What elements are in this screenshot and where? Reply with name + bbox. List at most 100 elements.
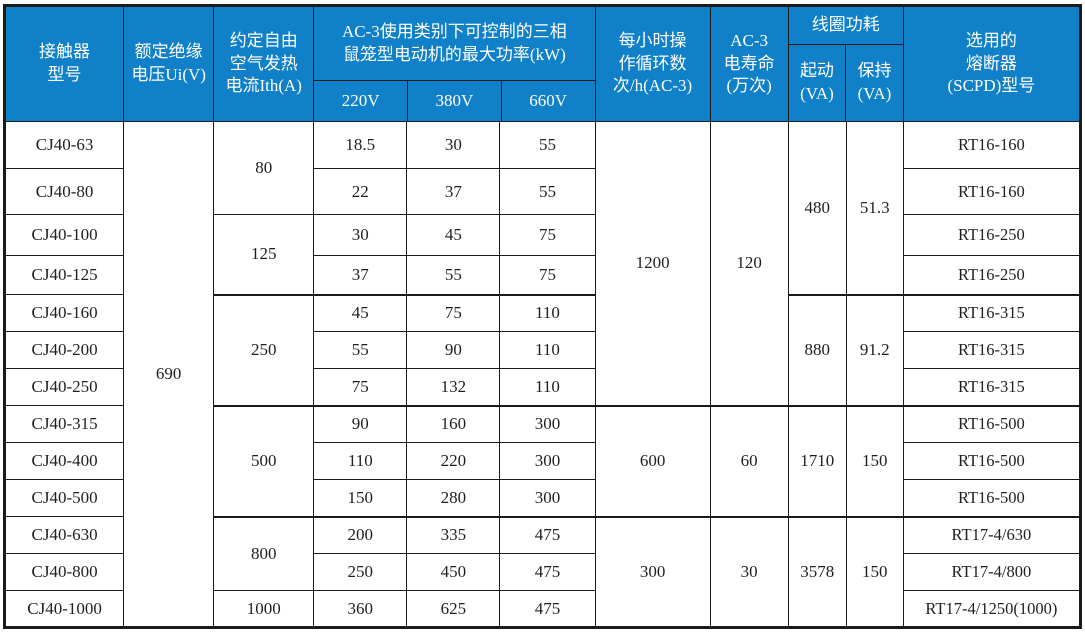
power-660-cell: 55 [499, 121, 596, 169]
power-380-cell: 37 [406, 168, 501, 215]
power-220-cell: 75 [313, 368, 408, 406]
table-row: CJ40-100 125 30 45 75 RT16-250 [3, 214, 1082, 295]
power-660-cell: 75 [499, 214, 596, 256]
model-cell: CJ40-1000 [3, 590, 125, 628]
fuse-cell: RT16-250 [902, 255, 1082, 295]
life-cell: 60 [709, 404, 789, 517]
power-660-cell: 300 [499, 442, 596, 480]
table-row: CJ40-1000 1000 360 625 475 RT17-4/1250(1… [3, 590, 1082, 628]
header-cycles-line: 次/h(AC-3) [612, 76, 693, 96]
header-model-line: 接触器 [39, 42, 91, 62]
power-660-cell: 475 [499, 553, 596, 591]
power-380-cell: 90 [406, 331, 501, 369]
coil-group-title: 线圈功耗 [789, 7, 903, 45]
table-row: CJ40-160 250 45 75 110 880 91.2 RT16-315 [3, 293, 1082, 406]
ith-cell: 1000 [213, 590, 315, 628]
header-thermal-line: 约定自由 [229, 30, 298, 50]
model-cell: CJ40-250 [3, 368, 125, 406]
model-cell: CJ40-100 [3, 214, 125, 256]
fuse-cell: RT16-250 [902, 214, 1082, 256]
ith-cell: 80 [213, 121, 315, 215]
coil-hold-line: (VA) [857, 84, 892, 103]
coil-start-cell: 880 [787, 293, 847, 406]
model-cell: CJ40-160 [3, 294, 125, 332]
table-row: CJ40-315 500 90 160 300 600 60 1710 150 … [3, 404, 1082, 517]
fuse-cell: RT16-315 [902, 293, 1082, 332]
power-220-cell: 30 [313, 214, 408, 256]
header-fuse-line: 熔断器 [965, 53, 1017, 73]
ith-cell: 500 [213, 404, 315, 517]
life-cell: 120 [709, 121, 789, 406]
table-row: CJ40-630 800 200 335 475 300 30 3578 150… [3, 515, 1082, 628]
model-cell: CJ40-315 [3, 405, 125, 443]
ith-cell: 250 [213, 293, 315, 406]
fuse-cell: RT16-500 [902, 479, 1082, 517]
table-row: CJ40-63 690 80 18.5 30 55 1200 120 480 5… [3, 121, 1082, 628]
header-insulation-voltage: 额定绝缘 电压Ui(V) [123, 5, 215, 122]
header-insulation-line: 电压Ui(V) [131, 65, 206, 84]
coil-start-line: 起动 [799, 61, 834, 81]
power-660-cell: 110 [499, 293, 596, 332]
header-model-line: 型号 [47, 65, 82, 84]
fuse-cell: RT17-4/1250(1000) [902, 590, 1082, 628]
life-cell: 30 [709, 515, 789, 628]
header-fuse: 选用的 熔断器 (SCPD)型号 [902, 5, 1082, 122]
coil-group-wrap: 线圈功耗 起动 (VA) 保持 (VA) [789, 7, 903, 121]
power-380-cell: 220 [406, 442, 501, 480]
power-660-cell: 300 [499, 404, 596, 443]
power-660-cell: 110 [499, 368, 596, 406]
power-380-cell: 30 [406, 121, 501, 169]
header-cycles: 每小时操 作循环数 次/h(AC-3) [594, 5, 711, 122]
model-cell: CJ40-125 [3, 255, 125, 295]
power-220-cell: 45 [313, 293, 408, 332]
power-group-line: 鼠笼型电动机的最大功率(kW) [342, 44, 566, 64]
header-cycles-line: 作循环数 [618, 53, 687, 73]
power-380-cell: 55 [406, 255, 501, 295]
cycles-cell: 1200 [594, 121, 711, 406]
header-cycles-line: 每小时操 [618, 30, 687, 50]
header-fuse-line: 选用的 [965, 30, 1017, 50]
ith-cell: 125 [213, 214, 315, 295]
header-life-line: (万次) [726, 76, 772, 96]
coil-hold-cell: 150 [845, 404, 904, 517]
model-cell: CJ40-500 [3, 479, 125, 517]
fuse-cell: RT16-160 [902, 168, 1082, 215]
power-380-cell: 335 [406, 515, 501, 554]
coil-start-cell: 3578 [787, 515, 847, 628]
contactor-spec-table: 接触器 型号 额定绝缘 电压Ui(V) 约定自由 空气发热 电流Ith(A) A… [3, 4, 1082, 629]
power-380-cell: 132 [406, 368, 501, 406]
power-220-cell: 150 [313, 479, 408, 517]
table-row: CJ40-125 37 55 75 RT16-250 [3, 255, 1082, 295]
coil-subheaders: 起动 (VA) 保持 (VA) [789, 45, 902, 121]
power-220-cell: 200 [313, 515, 408, 554]
coil-start-cell: 480 [787, 121, 847, 295]
ith-cell: 800 [213, 515, 315, 591]
power-220-cell: 90 [313, 404, 408, 443]
power-660-cell: 475 [499, 515, 596, 554]
power-220-cell: 360 [313, 590, 408, 628]
header-380v: 380V [408, 81, 502, 121]
table-header: 接触器 型号 额定绝缘 电压Ui(V) 约定自由 空气发热 电流Ith(A) A… [3, 5, 1082, 122]
power-660-cell: 475 [499, 590, 596, 628]
header-thermal-line: 电流Ith(A) [225, 76, 302, 96]
table-row: CJ40-80 22 37 55 RT16-160 [3, 168, 1082, 215]
header-model: 接触器 型号 [3, 5, 125, 122]
model-cell: CJ40-80 [3, 168, 125, 215]
power-220-cell: 55 [313, 331, 408, 369]
coil-hold-line: 保持 [857, 61, 892, 81]
table-row: CJ40-800 250 450 475 RT17-4/800 [3, 553, 1082, 591]
power-220-cell: 37 [313, 255, 408, 295]
model-cell: CJ40-800 [3, 553, 125, 591]
cycles-cell: 300 [594, 515, 711, 628]
power-220-cell: 22 [313, 168, 408, 215]
fuse-cell: RT16-315 [902, 331, 1082, 369]
header-row: 接触器 型号 额定绝缘 电压Ui(V) 约定自由 空气发热 电流Ith(A) A… [3, 5, 1082, 122]
header-fuse-line: (SCPD)型号 [947, 76, 1036, 96]
fuse-cell: RT17-4/630 [902, 515, 1082, 554]
table-row: CJ40-200 55 90 110 RT16-315 [3, 331, 1082, 369]
power-220-cell: 110 [313, 442, 408, 480]
model-cell: CJ40-63 [3, 121, 125, 169]
coil-start-cell: 1710 [787, 404, 847, 517]
model-cell: CJ40-400 [3, 442, 125, 480]
